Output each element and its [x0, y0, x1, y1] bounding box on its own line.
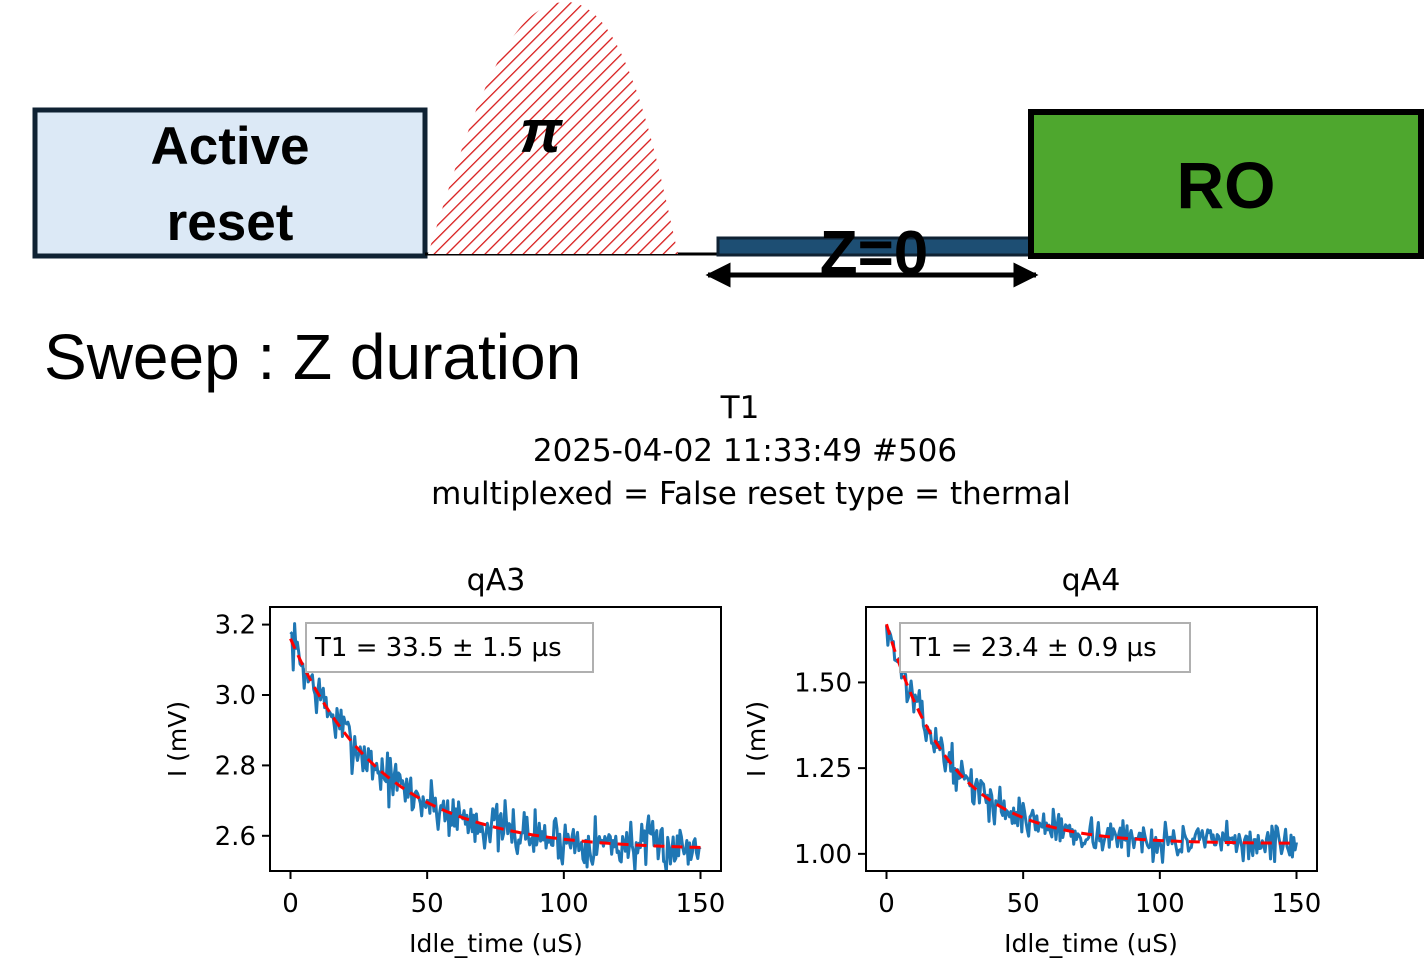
fit-legend-text: T1 = 33.5 ± 1.5 µs [314, 633, 562, 663]
y-axis-ticks: 2.6 2.8 3.0 3.2 [215, 611, 270, 852]
x-tick-label: 100 [539, 889, 589, 919]
subplot-title: qA3 [467, 563, 526, 598]
data-series-line [289, 622, 702, 871]
y-axis-label: I (mV) [742, 701, 771, 777]
axes-frame [865, 606, 1318, 872]
pi-pulse-label: π [520, 98, 564, 165]
figure-timestamp: 2025-04-02 11:33:49 #506 [533, 433, 957, 469]
y-axis-ticks: 1.00 1.25 1.50 [794, 668, 866, 870]
figure-subtitle: multiplexed = False reset type = thermal [431, 476, 1071, 512]
x-tick-label: 0 [282, 889, 299, 919]
subplot-qa3: qA3 0 50 100 150 2.6 2.8 3.0 3.2 Idle_time (uS… [163, 563, 725, 958]
fit-legend-box [899, 622, 1191, 673]
fit-legend-box [305, 622, 594, 673]
data-series-line [885, 625, 1298, 864]
y-tick-label: 3.2 [215, 611, 256, 641]
fit-legend: T1 = 23.4 ± 0.9 µs [899, 622, 1191, 673]
x-tick-label: 50 [1007, 889, 1040, 919]
x-tick-label: 50 [411, 889, 444, 919]
x-tick-label: 0 [878, 889, 895, 919]
y-tick-label: 1.00 [794, 840, 852, 870]
fit-curve-line [289, 638, 701, 849]
y-axis-label: I (mV) [163, 701, 192, 777]
pulse-sequence-schematic: Active reset π Z=0 RO [32, 2, 1424, 288]
x-axis-label: Idle_time (uS) [1004, 929, 1178, 958]
axes-frame [269, 606, 722, 872]
plot-area [885, 623, 1298, 864]
y-tick-label: 1.50 [794, 668, 852, 698]
plot-area [289, 622, 702, 871]
subplot-title: qA4 [1062, 563, 1121, 598]
readout-box [1028, 109, 1424, 259]
readout-label: RO [1177, 148, 1276, 222]
x-axis-label: Idle_time (uS) [409, 929, 583, 958]
active-reset-label-line2: reset [167, 193, 294, 252]
z-pulse-label: Z=0 [820, 219, 929, 288]
y-tick-label: 2.8 [215, 751, 256, 781]
y-tick-label: 1.25 [794, 754, 852, 784]
fit-legend: T1 = 33.5 ± 1.5 µs [305, 622, 594, 673]
subplot-qa4: qA4 0 50 100 150 1.00 1.25 1.50 Idle_time (uS… [742, 563, 1321, 958]
x-axis-ticks: 0 50 100 150 [282, 871, 725, 919]
active-reset-label-line1: Active [150, 117, 309, 176]
sweep-caption: Sweep : Z duration [44, 321, 581, 393]
y-tick-label: 3.0 [215, 681, 256, 711]
figure-title: T1 [720, 390, 760, 426]
x-axis-ticks: 0 50 100 150 [878, 871, 1321, 919]
x-tick-label: 150 [1272, 889, 1322, 919]
active-reset-box [32, 107, 428, 259]
y-tick-label: 2.6 [215, 822, 256, 852]
fit-legend-text: T1 = 23.4 ± 0.9 µs [909, 633, 1157, 663]
fit-curve-line [885, 623, 1297, 845]
x-tick-label: 100 [1135, 889, 1185, 919]
x-tick-label: 150 [676, 889, 726, 919]
pi-pulse-shape [428, 2, 678, 254]
